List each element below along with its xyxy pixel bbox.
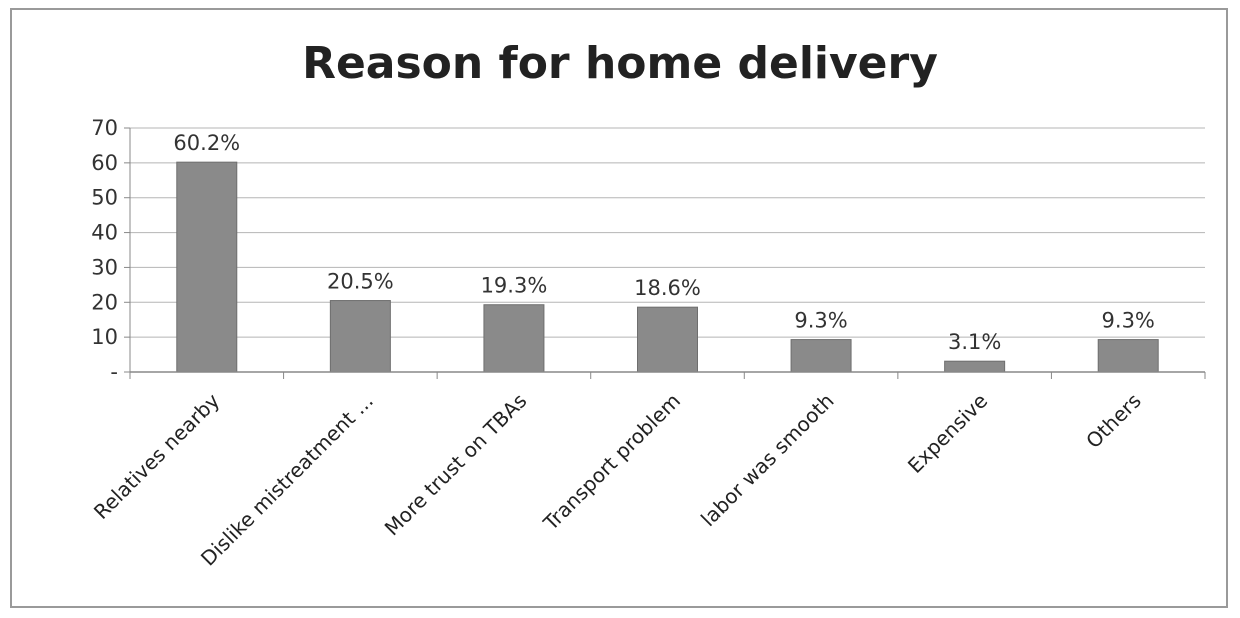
chart-title: Reason for home delivery: [302, 38, 938, 89]
category-label: Transport problem: [538, 389, 685, 536]
bar: [1097, 339, 1159, 373]
data-label: 9.3%: [1102, 309, 1155, 333]
y-tick-label: 30: [91, 255, 118, 279]
data-label: 20.5%: [327, 270, 394, 294]
bar: [637, 306, 698, 373]
bar: [329, 300, 391, 373]
y-tick-label: 20: [91, 290, 118, 314]
category-label: More trust on TBAs: [380, 389, 532, 541]
category-label: Others: [1081, 389, 1146, 454]
y-tick-label: -: [110, 360, 118, 384]
category-label: Relatives nearby: [89, 388, 224, 523]
data-label: 18.6%: [634, 276, 701, 300]
data-label: 60.2%: [173, 131, 240, 155]
category-label: Expensive: [903, 389, 992, 478]
data-label: 9.3%: [794, 309, 847, 333]
y-tick-label: 50: [91, 186, 118, 210]
category-label: labor was smooth: [696, 389, 839, 532]
category-label: Dislike mistreatment ...: [196, 389, 378, 571]
y-tick-label: 10: [91, 325, 118, 349]
bar: [790, 339, 852, 373]
bar: [483, 304, 545, 373]
y-tick-label: 40: [91, 221, 118, 245]
data-label: 3.1%: [948, 330, 1001, 354]
data-labels: 60.2% 20.5% 19.3% 18.6% 9.3% 3.1% 9.3%: [173, 131, 1154, 354]
x-axis: [129, 128, 1206, 379]
y-axis-ticks: - 10 20 30 40 50 60 70: [91, 116, 118, 384]
y-tick-label: 60: [91, 151, 118, 175]
data-label: 19.3%: [481, 274, 548, 298]
bar: [944, 360, 1006, 373]
bar: [176, 161, 238, 373]
bars: [176, 161, 1159, 373]
y-tick-label: 70: [91, 116, 118, 140]
